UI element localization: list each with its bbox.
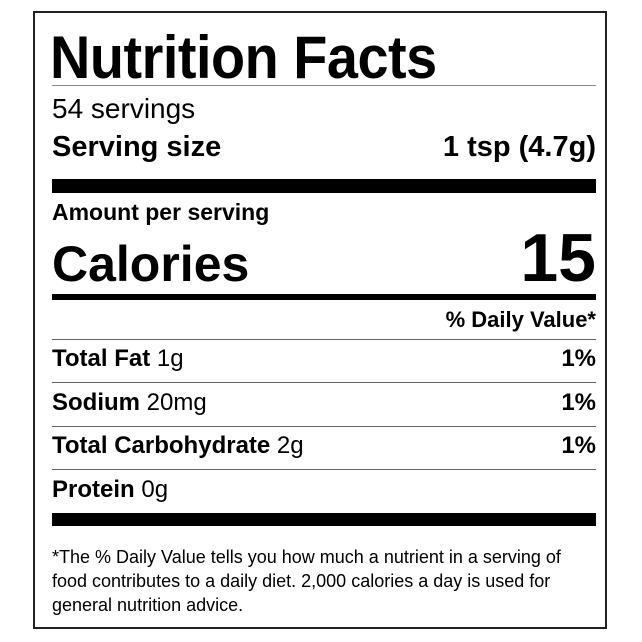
thick-divider: [52, 179, 596, 193]
serving-size-value: 1 tsp (4.7g): [442, 131, 596, 163]
divider: [52, 85, 596, 86]
serving-size-row: Serving size 1 tsp (4.7g): [52, 131, 596, 164]
nutrient-row-total-carbohydrate: Total Carbohydrate 2g 1%: [52, 432, 596, 460]
nutrient-row-sodium: Sodium 20mg 1%: [52, 389, 596, 417]
divider: [52, 382, 596, 383]
nutrient-amount: 20mg: [146, 389, 207, 416]
divider: [52, 339, 596, 340]
servings-count: 54 servings: [52, 93, 196, 124]
footnote: *The % Daily Value tells you how much a …: [52, 547, 561, 615]
nutrient-row-protein: Protein 0g: [52, 476, 596, 504]
calories-value: 15: [520, 220, 596, 296]
nutrient-name: Protein: [52, 476, 135, 503]
nutrient-amount: 0g: [141, 476, 169, 503]
nutrient-row-total-fat: Total Fat 1g 1%: [52, 345, 596, 373]
label-title: Nutrition Facts: [50, 24, 437, 91]
nutrition-label: Nutrition Facts 54 servings Serving size…: [33, 11, 607, 629]
thick-divider: [52, 513, 596, 526]
nutrient-name: Total Fat: [52, 345, 151, 372]
nutrient-dv: 1%: [561, 389, 596, 416]
nutrient-dv: 1%: [561, 432, 596, 459]
nutrient-name: Total Carbohydrate: [52, 432, 271, 459]
nutrient-amount: 1g: [156, 345, 184, 372]
daily-value-header-row: % Daily Value*: [52, 307, 596, 333]
nutrient-name: Sodium: [52, 389, 140, 416]
nutrient-dv: 1%: [561, 345, 596, 372]
calories-row: Calories 15: [52, 219, 596, 297]
calories-label: Calories: [52, 236, 250, 292]
medium-divider: [52, 294, 596, 300]
serving-size-label: Serving size: [52, 131, 222, 163]
divider: [52, 426, 596, 427]
amount-per-serving: Amount per serving: [52, 199, 270, 225]
nutrient-amount: 2g: [276, 432, 304, 459]
divider: [52, 469, 596, 470]
daily-value-header: % Daily Value*: [445, 307, 596, 332]
